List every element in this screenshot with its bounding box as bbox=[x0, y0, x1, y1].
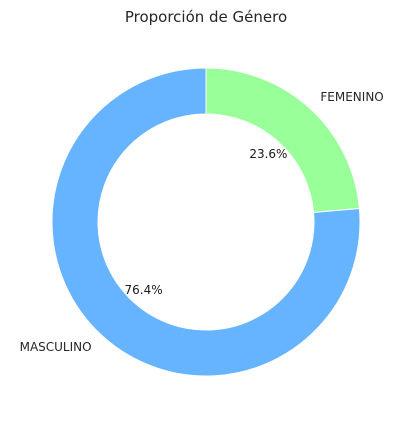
labels-group: FEMENINO 23.6% MASCULINO 76.4% bbox=[20, 90, 384, 354]
slices-group bbox=[51, 67, 361, 377]
pct-label-femenino: 23.6% bbox=[249, 147, 287, 161]
slice-masculino bbox=[51, 67, 361, 377]
label-masculino: MASCULINO bbox=[20, 340, 92, 354]
chart-title: Proporción de Género bbox=[125, 8, 287, 26]
pct-label-masculino: 76.4% bbox=[125, 283, 163, 297]
label-femenino: FEMENINO bbox=[320, 90, 383, 104]
